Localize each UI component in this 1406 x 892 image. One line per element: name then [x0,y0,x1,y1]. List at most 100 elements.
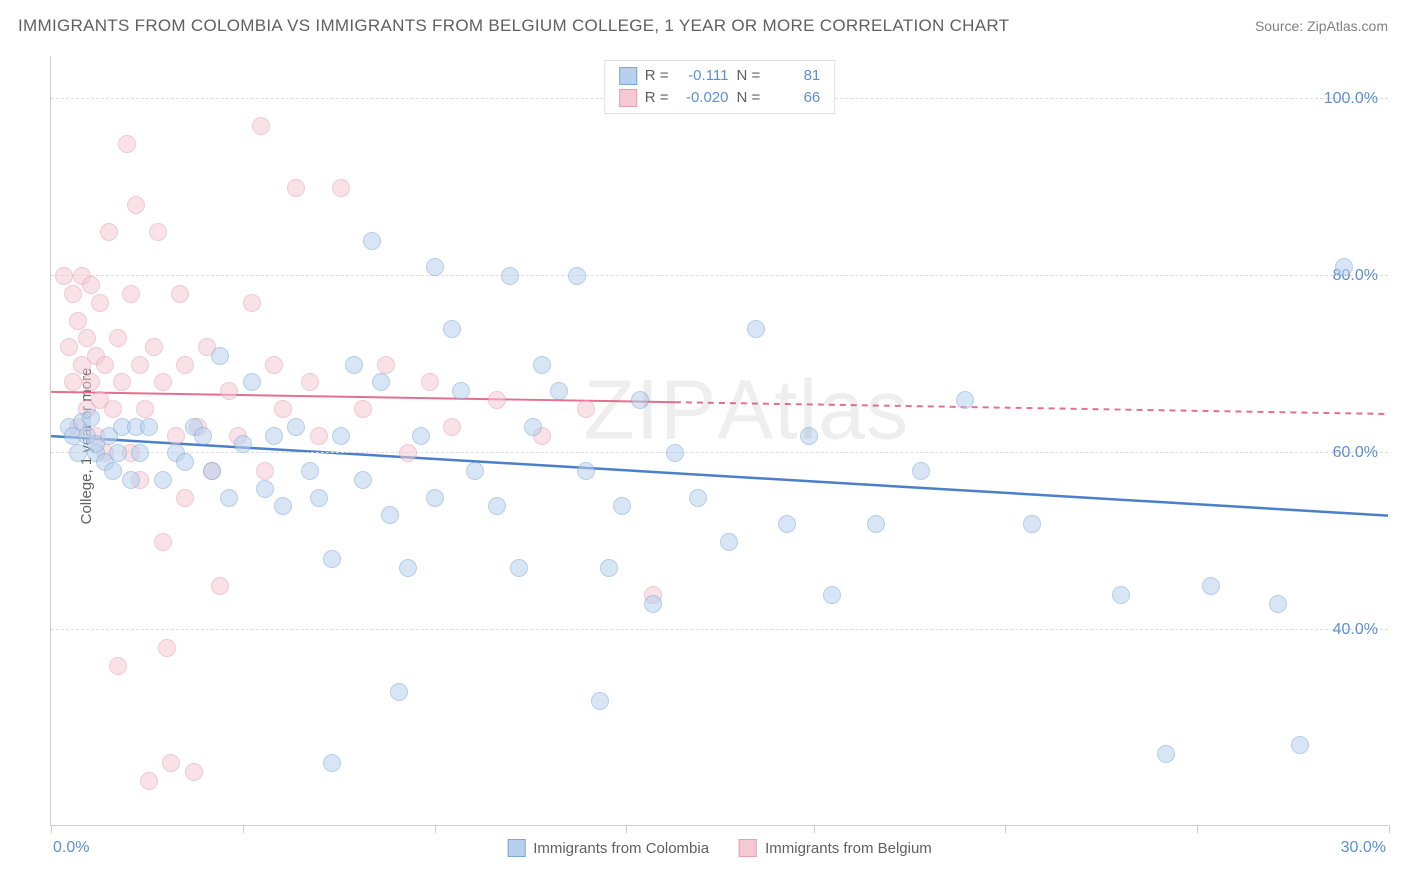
data-point-colombia [154,471,172,489]
data-point-colombia [466,462,484,480]
n-value-colombia: 81 [768,65,820,87]
data-point-belgium [154,373,172,391]
data-point-belgium [55,267,73,285]
data-point-colombia [452,382,470,400]
data-point-belgium [109,657,127,675]
data-point-colombia [591,692,609,710]
data-point-belgium [149,223,167,241]
gridline [51,629,1388,630]
data-point-belgium [252,117,270,135]
x-tick [243,825,244,833]
data-point-belgium [256,462,274,480]
y-tick-label: 40.0% [1333,621,1378,639]
x-tick [626,825,627,833]
data-point-colombia [301,462,319,480]
data-point-colombia [234,435,252,453]
data-point-belgium [301,373,319,391]
data-point-colombia [131,444,149,462]
data-point-belgium [176,356,194,374]
data-point-belgium [82,373,100,391]
x-tick [1389,825,1390,833]
data-point-colombia [1202,577,1220,595]
x-tick [435,825,436,833]
data-point-colombia [1112,586,1130,604]
data-point-colombia [194,427,212,445]
data-point-belgium [421,373,439,391]
data-point-colombia [363,232,381,250]
data-point-belgium [104,400,122,418]
data-point-belgium [332,179,350,197]
data-point-belgium [171,285,189,303]
data-point-colombia [211,347,229,365]
data-point-belgium [122,285,140,303]
data-point-belgium [109,329,127,347]
r-label: R = [645,87,669,109]
data-point-belgium [78,329,96,347]
data-point-colombia [1023,515,1041,533]
data-point-colombia [689,489,707,507]
data-point-belgium [100,223,118,241]
data-point-colombia [510,559,528,577]
data-point-belgium [377,356,395,374]
data-point-belgium [69,312,87,330]
data-point-colombia [631,391,649,409]
data-point-belgium [443,418,461,436]
data-point-colombia [426,258,444,276]
data-point-colombia [412,427,430,445]
scatter-plot: R = -0.111 N = 81 R = -0.020 N = 66 ZIPA… [50,56,1388,826]
data-point-belgium [154,533,172,551]
data-point-colombia [1335,258,1353,276]
data-point-colombia [256,480,274,498]
data-point-colombia [488,497,506,515]
data-point-colombia [501,267,519,285]
data-point-belgium [91,294,109,312]
data-point-colombia [287,418,305,436]
x-tick-max: 30.0% [1341,839,1386,857]
data-point-belgium [82,276,100,294]
data-point-colombia [104,462,122,480]
data-point-colombia [203,462,221,480]
data-point-belgium [162,754,180,772]
data-point-colombia [778,515,796,533]
stats-legend: R = -0.111 N = 81 R = -0.020 N = 66 [604,60,836,114]
data-point-colombia [265,427,283,445]
data-point-colombia [600,559,618,577]
x-tick [1197,825,1198,833]
stats-row-belgium: R = -0.020 N = 66 [619,87,821,109]
stats-row-colombia: R = -0.111 N = 81 [619,65,821,87]
legend-label-belgium: Immigrants from Belgium [765,840,932,857]
data-point-belgium [60,338,78,356]
data-point-belgium [131,356,149,374]
n-value-belgium: 66 [768,87,820,109]
data-point-colombia [82,409,100,427]
data-point-colombia [69,444,87,462]
x-tick-min: 0.0% [53,839,89,857]
data-point-colombia [1157,745,1175,763]
data-point-belgium [127,196,145,214]
data-point-colombia [720,533,738,551]
data-point-colombia [524,418,542,436]
data-point-colombia [533,356,551,374]
x-tick [1005,825,1006,833]
x-tick [814,825,815,833]
data-point-colombia [323,754,341,772]
data-point-belgium [354,400,372,418]
data-point-colombia [550,382,568,400]
data-point-colombia [274,497,292,515]
data-point-colombia [332,427,350,445]
data-point-colombia [867,515,885,533]
data-point-belgium [577,400,595,418]
r-label: R = [645,65,669,87]
data-point-belgium [118,135,136,153]
data-point-belgium [96,356,114,374]
gridline [51,452,1388,453]
data-point-colombia [220,489,238,507]
data-point-belgium [176,489,194,507]
data-point-belgium [136,400,154,418]
swatch-belgium-icon [619,89,637,107]
data-point-colombia [381,506,399,524]
data-point-colombia [912,462,930,480]
data-point-belgium [211,577,229,595]
data-point-colombia [1269,595,1287,613]
watermark: ZIPAtlas [584,361,909,458]
